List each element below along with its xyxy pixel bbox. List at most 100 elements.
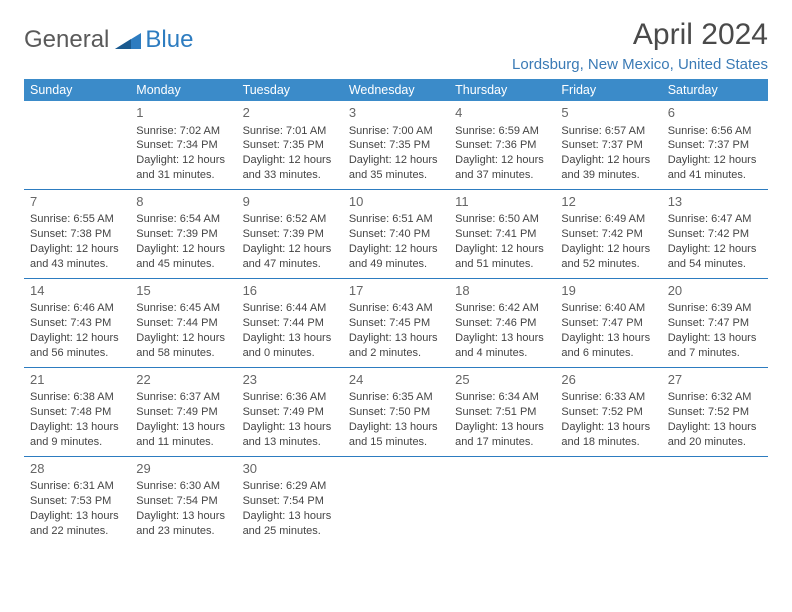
calendar-cell: 16Sunrise: 6:44 AMSunset: 7:44 PMDayligh…	[237, 278, 343, 367]
cell-line-sr: Sunrise: 6:36 AM	[243, 390, 337, 405]
day-number: 12	[561, 193, 655, 211]
calendar-cell: 14Sunrise: 6:46 AMSunset: 7:43 PMDayligh…	[24, 278, 130, 367]
cell-line-ss: Sunset: 7:47 PM	[668, 316, 762, 331]
cell-line-d1: Daylight: 12 hours	[561, 153, 655, 168]
cell-line-ss: Sunset: 7:49 PM	[136, 405, 230, 420]
cell-line-d1: Daylight: 13 hours	[668, 331, 762, 346]
cell-line-ss: Sunset: 7:45 PM	[349, 316, 443, 331]
calendar-cell: 28Sunrise: 6:31 AMSunset: 7:53 PMDayligh…	[24, 456, 130, 544]
calendar-body: 1Sunrise: 7:02 AMSunset: 7:34 PMDaylight…	[24, 101, 768, 545]
cell-line-d1: Daylight: 12 hours	[136, 242, 230, 257]
cell-line-sr: Sunrise: 6:33 AM	[561, 390, 655, 405]
cell-line-d2: and 15 minutes.	[349, 435, 443, 450]
cell-line-ss: Sunset: 7:35 PM	[349, 138, 443, 153]
day-number: 22	[136, 371, 230, 389]
cell-line-d2: and 37 minutes.	[455, 168, 549, 183]
cell-line-sr: Sunrise: 6:38 AM	[30, 390, 124, 405]
calendar-cell: 23Sunrise: 6:36 AMSunset: 7:49 PMDayligh…	[237, 367, 343, 456]
cell-line-sr: Sunrise: 6:37 AM	[136, 390, 230, 405]
calendar-cell: 22Sunrise: 6:37 AMSunset: 7:49 PMDayligh…	[130, 367, 236, 456]
cell-line-sr: Sunrise: 6:46 AM	[30, 301, 124, 316]
cell-line-ss: Sunset: 7:37 PM	[668, 138, 762, 153]
cell-line-d2: and 33 minutes.	[243, 168, 337, 183]
cell-line-d2: and 49 minutes.	[349, 257, 443, 272]
calendar-cell: 17Sunrise: 6:43 AMSunset: 7:45 PMDayligh…	[343, 278, 449, 367]
cell-line-ss: Sunset: 7:39 PM	[243, 227, 337, 242]
cell-line-d2: and 56 minutes.	[30, 346, 124, 361]
cell-line-sr: Sunrise: 6:45 AM	[136, 301, 230, 316]
day-number: 16	[243, 282, 337, 300]
calendar-cell: 2Sunrise: 7:01 AMSunset: 7:35 PMDaylight…	[237, 101, 343, 189]
calendar-cell: 4Sunrise: 6:59 AMSunset: 7:36 PMDaylight…	[449, 101, 555, 189]
cell-line-d2: and 43 minutes.	[30, 257, 124, 272]
calendar-cell: 15Sunrise: 6:45 AMSunset: 7:44 PMDayligh…	[130, 278, 236, 367]
day-header: Friday	[555, 79, 661, 101]
calendar-cell	[343, 456, 449, 544]
day-header: Wednesday	[343, 79, 449, 101]
calendar-cell: 13Sunrise: 6:47 AMSunset: 7:42 PMDayligh…	[662, 189, 768, 278]
cell-line-ss: Sunset: 7:44 PM	[243, 316, 337, 331]
cell-line-sr: Sunrise: 6:51 AM	[349, 212, 443, 227]
cell-line-sr: Sunrise: 6:57 AM	[561, 124, 655, 139]
cell-line-d1: Daylight: 13 hours	[30, 509, 124, 524]
cell-line-d1: Daylight: 12 hours	[668, 153, 762, 168]
cell-line-d2: and 17 minutes.	[455, 435, 549, 450]
day-number: 1	[136, 104, 230, 122]
cell-line-ss: Sunset: 7:46 PM	[455, 316, 549, 331]
cell-line-sr: Sunrise: 6:39 AM	[668, 301, 762, 316]
cell-line-d2: and 0 minutes.	[243, 346, 337, 361]
day-number: 24	[349, 371, 443, 389]
day-number: 25	[455, 371, 549, 389]
day-number: 23	[243, 371, 337, 389]
cell-line-sr: Sunrise: 6:43 AM	[349, 301, 443, 316]
day-header: Sunday	[24, 79, 130, 101]
cell-line-sr: Sunrise: 6:50 AM	[455, 212, 549, 227]
cell-line-d2: and 58 minutes.	[136, 346, 230, 361]
page-header: General Blue April 2024 Lordsburg, New M…	[24, 18, 768, 73]
cell-line-sr: Sunrise: 7:02 AM	[136, 124, 230, 139]
cell-line-d1: Daylight: 13 hours	[668, 420, 762, 435]
day-number: 3	[349, 104, 443, 122]
cell-line-sr: Sunrise: 6:55 AM	[30, 212, 124, 227]
calendar-cell: 24Sunrise: 6:35 AMSunset: 7:50 PMDayligh…	[343, 367, 449, 456]
calendar-cell	[24, 101, 130, 189]
logo-text-b: Blue	[145, 26, 193, 54]
cell-line-sr: Sunrise: 6:32 AM	[668, 390, 762, 405]
cell-line-d1: Daylight: 13 hours	[561, 420, 655, 435]
calendar-cell	[662, 456, 768, 544]
day-number: 15	[136, 282, 230, 300]
cell-line-d2: and 41 minutes.	[668, 168, 762, 183]
cell-line-d2: and 20 minutes.	[668, 435, 762, 450]
calendar-week-row: 21Sunrise: 6:38 AMSunset: 7:48 PMDayligh…	[24, 367, 768, 456]
calendar-cell: 9Sunrise: 6:52 AMSunset: 7:39 PMDaylight…	[237, 189, 343, 278]
cell-line-ss: Sunset: 7:51 PM	[455, 405, 549, 420]
location-text: Lordsburg, New Mexico, United States	[512, 56, 768, 73]
day-number: 10	[349, 193, 443, 211]
cell-line-d1: Daylight: 12 hours	[349, 153, 443, 168]
cell-line-d2: and 51 minutes.	[455, 257, 549, 272]
cell-line-d2: and 31 minutes.	[136, 168, 230, 183]
calendar-cell: 10Sunrise: 6:51 AMSunset: 7:40 PMDayligh…	[343, 189, 449, 278]
cell-line-d1: Daylight: 12 hours	[136, 153, 230, 168]
day-number: 2	[243, 104, 337, 122]
day-number: 26	[561, 371, 655, 389]
day-number: 13	[668, 193, 762, 211]
calendar-head: SundayMondayTuesdayWednesdayThursdayFrid…	[24, 79, 768, 101]
day-number: 8	[136, 193, 230, 211]
cell-line-ss: Sunset: 7:52 PM	[561, 405, 655, 420]
day-header: Saturday	[662, 79, 768, 101]
day-number: 18	[455, 282, 549, 300]
cell-line-d2: and 22 minutes.	[30, 524, 124, 539]
cell-line-sr: Sunrise: 6:44 AM	[243, 301, 337, 316]
cell-line-sr: Sunrise: 6:35 AM	[349, 390, 443, 405]
calendar-cell	[555, 456, 661, 544]
calendar-week-row: 1Sunrise: 7:02 AMSunset: 7:34 PMDaylight…	[24, 101, 768, 189]
calendar-cell: 5Sunrise: 6:57 AMSunset: 7:37 PMDaylight…	[555, 101, 661, 189]
cell-line-d2: and 11 minutes.	[136, 435, 230, 450]
cell-line-ss: Sunset: 7:35 PM	[243, 138, 337, 153]
cell-line-d2: and 2 minutes.	[349, 346, 443, 361]
calendar-cell: 8Sunrise: 6:54 AMSunset: 7:39 PMDaylight…	[130, 189, 236, 278]
cell-line-ss: Sunset: 7:42 PM	[561, 227, 655, 242]
day-number: 5	[561, 104, 655, 122]
cell-line-sr: Sunrise: 6:52 AM	[243, 212, 337, 227]
